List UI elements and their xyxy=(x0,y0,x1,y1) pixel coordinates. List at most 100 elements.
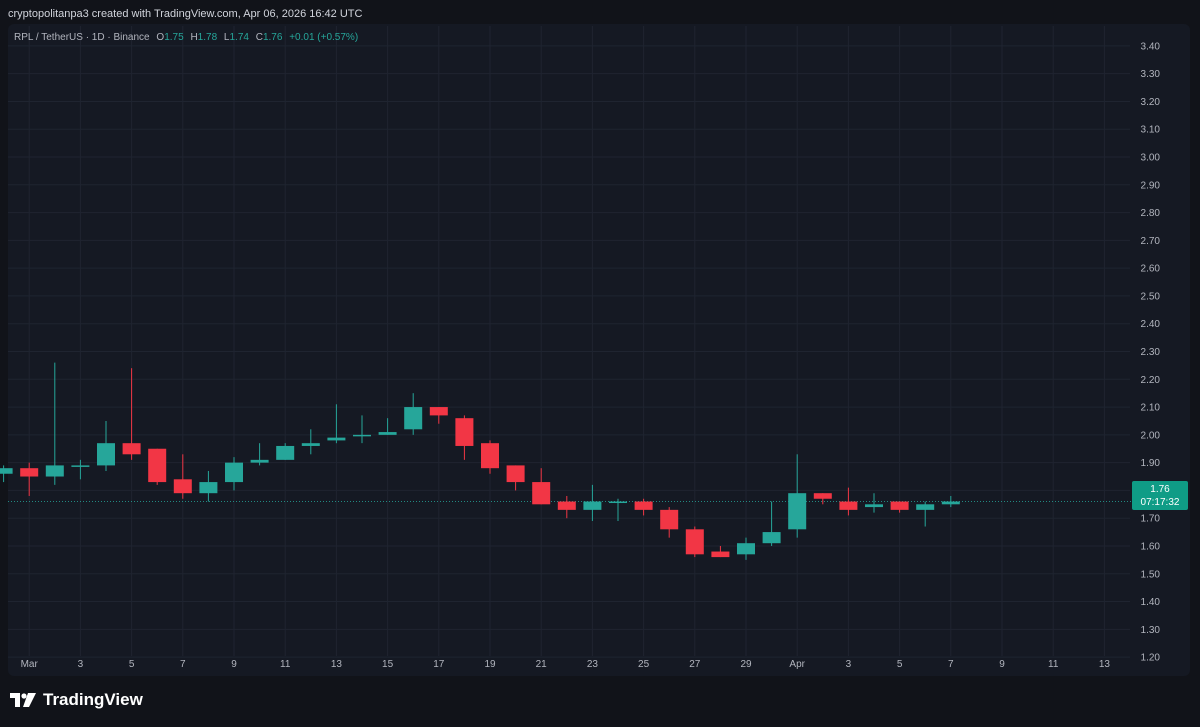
candle-layer xyxy=(0,362,960,560)
candle[interactable] xyxy=(865,493,883,513)
tradingview-logo[interactable]: TradingView xyxy=(10,690,143,710)
candle[interactable] xyxy=(634,498,653,516)
y-tick-label: 2.40 xyxy=(1141,319,1161,330)
high-label: H xyxy=(190,32,198,43)
candle[interactable] xyxy=(839,487,858,516)
candle-body xyxy=(634,501,653,510)
candle[interactable] xyxy=(71,459,90,480)
candle-body xyxy=(0,468,13,474)
tradingview-logo-icon xyxy=(10,693,36,707)
candle[interactable] xyxy=(557,495,576,519)
candle[interactable] xyxy=(378,418,397,435)
x-tick-label: 9 xyxy=(999,659,1005,670)
x-tick-label: 17 xyxy=(433,659,445,670)
x-tick-label: 25 xyxy=(638,659,650,670)
open-value: 1.75 xyxy=(164,32,184,43)
candle[interactable] xyxy=(609,498,627,521)
candle[interactable] xyxy=(941,495,960,508)
candle-body xyxy=(122,443,141,455)
candle[interactable] xyxy=(429,407,448,424)
candle[interactable] xyxy=(890,501,909,513)
y-tick-label: 3.20 xyxy=(1141,97,1161,108)
x-tick-label: 13 xyxy=(1099,659,1111,670)
candle[interactable] xyxy=(660,507,679,538)
x-tick-label: 7 xyxy=(180,659,186,670)
candle-body xyxy=(685,529,704,555)
candle[interactable] xyxy=(45,362,64,485)
candle[interactable] xyxy=(711,545,730,558)
candle-body xyxy=(71,465,90,467)
candle[interactable] xyxy=(301,429,320,455)
candle[interactable] xyxy=(481,440,499,474)
y-tick-label: 2.30 xyxy=(1141,347,1161,358)
tradingview-brand: TradingView xyxy=(43,690,143,709)
y-tick-label: 3.00 xyxy=(1141,153,1161,164)
candle-body xyxy=(762,532,781,544)
candle-body xyxy=(250,459,269,463)
candle-body xyxy=(865,504,883,508)
candle[interactable] xyxy=(737,537,755,560)
candle[interactable] xyxy=(199,470,218,502)
candle[interactable] xyxy=(353,415,371,444)
y-tick-label: 2.20 xyxy=(1141,375,1161,386)
candle[interactable] xyxy=(250,443,269,466)
candle[interactable] xyxy=(916,501,935,527)
candle-body xyxy=(301,443,320,446)
y-tick-label: 2.70 xyxy=(1141,236,1161,247)
candle-body xyxy=(148,448,167,483)
candle-body xyxy=(711,551,730,558)
candle[interactable] xyxy=(813,493,832,505)
candle[interactable] xyxy=(327,404,346,444)
candle[interactable] xyxy=(685,526,704,558)
change-value: +0.01 (+0.57%) xyxy=(289,32,359,43)
candle[interactable] xyxy=(20,462,39,496)
x-tick-label: 7 xyxy=(948,659,954,670)
candle[interactable] xyxy=(0,465,13,483)
ohlc-legend: RPL / TetherUS · 1D · Binance O1.75 H1.7… xyxy=(14,32,358,43)
candle-body xyxy=(45,465,64,477)
y-tick-label: 1.40 xyxy=(1141,597,1161,608)
candle[interactable] xyxy=(404,393,423,435)
x-tick-label: 9 xyxy=(231,659,237,670)
symbol-label[interactable]: RPL / TetherUS · 1D · Binance xyxy=(14,32,150,43)
candle-body xyxy=(660,509,679,530)
y-tick-label: 1.20 xyxy=(1141,653,1161,664)
candle[interactable] xyxy=(762,501,781,546)
current-price-tag: 1.76 07:17:32 xyxy=(1132,481,1188,510)
low-value: 1.74 xyxy=(229,32,249,43)
candle[interactable] xyxy=(225,457,243,491)
y-tick-label: 3.30 xyxy=(1141,69,1161,80)
x-tick-label: 3 xyxy=(78,659,84,670)
candle[interactable] xyxy=(506,465,525,491)
close-value: 1.76 xyxy=(262,32,283,43)
candle-body xyxy=(276,445,295,460)
candle[interactable] xyxy=(455,415,474,460)
y-tick-label: 1.60 xyxy=(1141,541,1161,552)
candle-body xyxy=(353,434,371,437)
x-tick-label: 5 xyxy=(897,659,903,670)
candle-body xyxy=(481,443,499,469)
x-tick-label: 15 xyxy=(382,659,394,670)
candle[interactable] xyxy=(173,454,192,499)
y-tick-label: 2.00 xyxy=(1141,430,1161,441)
candle-body xyxy=(532,482,551,505)
candle[interactable] xyxy=(788,454,807,538)
candle[interactable] xyxy=(122,368,141,460)
x-tick-label: Mar xyxy=(21,659,39,670)
candle[interactable] xyxy=(276,443,295,460)
candle[interactable] xyxy=(583,484,602,521)
candle[interactable] xyxy=(97,420,115,471)
candle[interactable] xyxy=(532,468,551,505)
candle-body xyxy=(557,501,576,510)
candle-body xyxy=(327,437,346,441)
candle-body xyxy=(916,504,935,510)
candle-body xyxy=(890,501,909,510)
candle-body xyxy=(97,443,115,466)
y-tick-label: 2.50 xyxy=(1141,291,1161,302)
candle-body xyxy=(941,501,960,505)
y-tick-label: 3.10 xyxy=(1141,125,1161,136)
x-tick-label: 23 xyxy=(587,659,599,670)
candle[interactable] xyxy=(148,448,167,485)
y-tick-label: 2.80 xyxy=(1141,208,1161,219)
